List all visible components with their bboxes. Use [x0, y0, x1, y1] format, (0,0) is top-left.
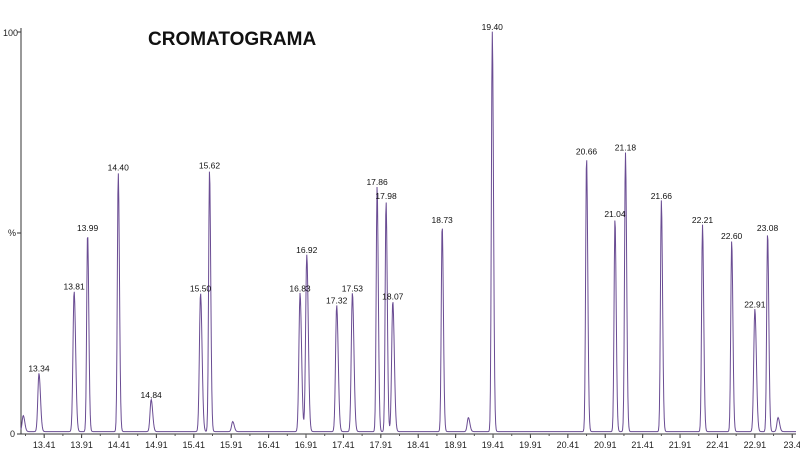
peak-label: 17.98 [375, 191, 397, 201]
peak-label: 15.62 [199, 161, 221, 171]
peak-label: 22.60 [721, 231, 743, 241]
x-tick-label: 13.91 [70, 440, 93, 449]
peak-label: 15.50 [190, 283, 212, 293]
peak-label: 17.53 [342, 283, 364, 293]
x-tick-label: 15.91 [220, 440, 243, 449]
peak-label: 18.73 [432, 215, 454, 225]
peak-label: 18.07 [382, 291, 404, 301]
x-tick-label: 22.41 [706, 440, 729, 449]
x-tick-label: 20.41 [557, 440, 580, 449]
x-tick-label: 23.4 [783, 440, 800, 449]
x-tick-label: 22.91 [744, 440, 767, 449]
y-axis-label: % [8, 228, 16, 238]
peak-label: 19.40 [482, 22, 504, 32]
x-tick-label: 18.91 [444, 440, 467, 449]
x-tick-label: 16.91 [295, 440, 318, 449]
peak-label: 14.84 [141, 390, 163, 400]
peak-label: 17.86 [366, 177, 388, 187]
x-tick-label: 15.41 [183, 440, 206, 449]
x-tick-label: 17.91 [370, 440, 393, 449]
x-tick-label: 18.41 [407, 440, 430, 449]
y-tick-label-100: 100 [3, 28, 18, 38]
peak-label: 16.83 [289, 283, 311, 293]
peak-label: 20.66 [576, 147, 598, 157]
x-tick-label: 14.41 [108, 440, 131, 449]
peak-label: 21.04 [604, 209, 626, 219]
chart-axes: 100 % 0 [3, 28, 796, 439]
peak-label: 16.92 [296, 245, 318, 255]
x-tick-label: 19.41 [482, 440, 505, 449]
x-ticks: 13.41 13.91 14.41 14.91 15.41 15.91 16.41 16.91… [24, 434, 800, 449]
x-tick-label: 21.91 [669, 440, 692, 449]
chart-title: CROMATOGRAMA [148, 29, 316, 50]
peak-label: 23.08 [757, 223, 779, 233]
peak-label: 13.99 [77, 223, 99, 233]
peak-label: 21.66 [651, 191, 673, 201]
x-tick-label: 16.41 [257, 440, 280, 449]
x-tick-label: 17.41 [332, 440, 355, 449]
peak-labels: 13.34 13.81 13.99 14.40 14.84 15.50 15.62 16.83… [28, 22, 778, 400]
peak-label: 22.21 [692, 215, 714, 225]
peak-label: 14.40 [108, 163, 130, 173]
x-tick-label: 21.41 [631, 440, 654, 449]
y-tick-label-0: 0 [10, 429, 15, 439]
peak-label: 13.81 [63, 281, 85, 291]
x-tick-label: 14.91 [145, 440, 168, 449]
x-tick-label: 19.91 [519, 440, 542, 449]
x-tick-label: 13.41 [33, 440, 56, 449]
chromatogram-trace [20, 31, 796, 433]
peak-label: 21.18 [615, 143, 637, 153]
peak-label: 13.34 [28, 364, 50, 374]
x-tick-label: 20.91 [594, 440, 617, 449]
peak-label: 22.91 [744, 299, 766, 309]
peak-label: 17.32 [326, 295, 348, 305]
